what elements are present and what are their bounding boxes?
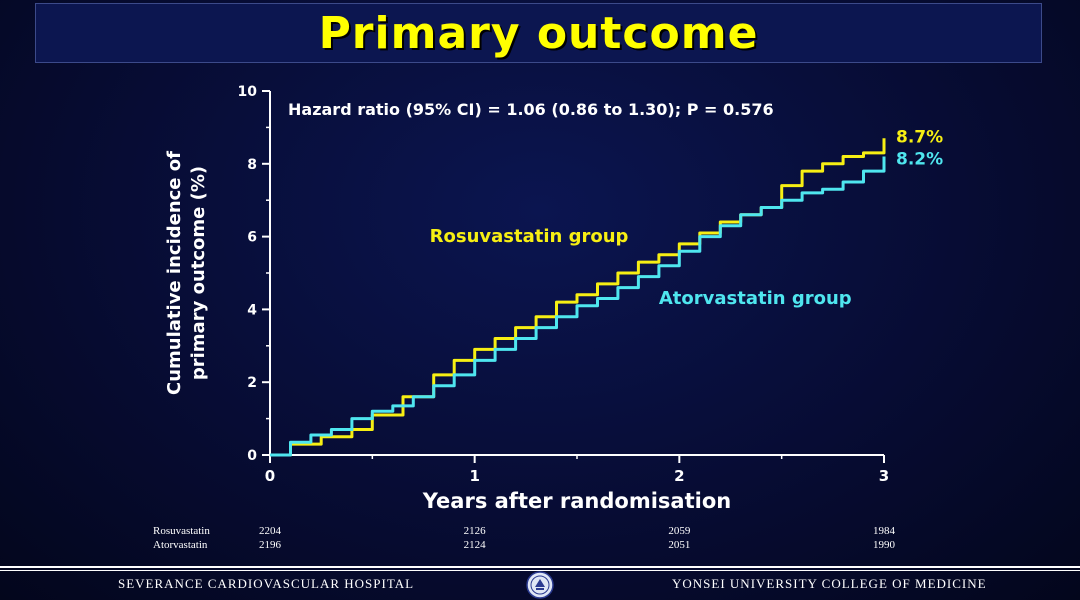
at-risk-value: 2051 <box>668 539 691 551</box>
at-risk-value: 2126 <box>463 525 486 537</box>
at-risk-value: 2124 <box>463 539 486 551</box>
y-axis-label-line: primary outcome (%) <box>188 166 209 380</box>
atorvastatin-series-label: Atorvastatin group <box>659 288 852 309</box>
at-risk-value: 2059 <box>668 525 691 537</box>
title-bar: Primary outcome <box>35 3 1042 63</box>
x-tick-label: 3 <box>879 467 889 485</box>
y-tick-label: 0 <box>247 448 257 464</box>
at-risk-row-label: Rosuvastatin <box>153 525 210 537</box>
hazard-ratio-annotation: Hazard ratio (95% CI) = 1.06 (0.86 to 1.… <box>288 100 774 119</box>
y-tick-label: 6 <box>247 230 257 246</box>
rosuvastatin-series-label: Rosuvastatin group <box>430 226 629 247</box>
footer-hospital: SEVERANCE CARDIOVASCULAR HOSPITAL <box>118 576 415 591</box>
atorvastatin-curve <box>270 156 886 457</box>
footer-university: YONSEI UNIVERSITY COLLEGE OF MEDICINE <box>672 576 987 591</box>
y-tick-label: 10 <box>238 84 258 100</box>
footer-divider-bottom <box>0 570 1080 571</box>
slide-title: Primary outcome <box>318 7 759 59</box>
at-risk-value: 2196 <box>259 539 281 551</box>
x-tick-label: 2 <box>674 467 684 485</box>
y-axis-label: Cumulative incidence of primary outcome (… <box>164 151 209 395</box>
university-seal-icon <box>526 571 554 599</box>
x-axis-label: Years after randomisation <box>422 489 731 513</box>
x-tick-label: 0 <box>265 467 275 485</box>
at-risk-value: 2204 <box>259 525 281 537</box>
y-tick-label: 4 <box>247 302 257 318</box>
y-tick-label: 2 <box>247 375 257 391</box>
at-risk-value: 1984 <box>873 525 895 537</box>
y-tick-label: 8 <box>247 157 257 173</box>
x-tick-label: 1 <box>469 467 479 485</box>
rosuvastatin-curve <box>270 138 886 457</box>
at-risk-value: 1990 <box>873 539 895 551</box>
rosuvastatin-end-label: 8.7% <box>896 127 943 147</box>
at-risk-row-label: Atorvastatin <box>153 539 208 551</box>
atorvastatin-end-label: 8.2% <box>896 150 943 170</box>
footer-divider-top <box>0 566 1080 568</box>
y-axis-label-line: Cumulative incidence of <box>164 151 185 395</box>
